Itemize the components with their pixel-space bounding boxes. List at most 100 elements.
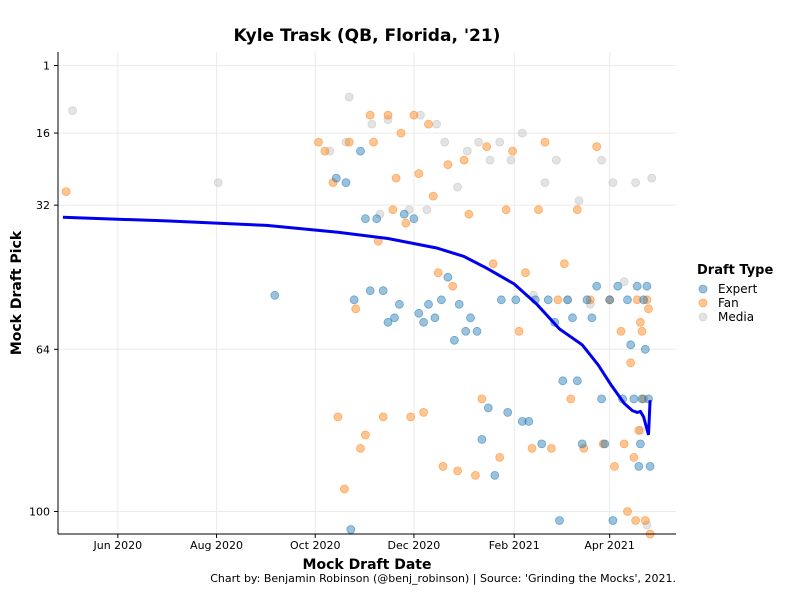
legend-swatch-expert: [698, 284, 708, 294]
point-fan: [629, 452, 639, 462]
point-expert: [419, 317, 429, 327]
point-media: [506, 155, 516, 165]
point-media: [631, 178, 640, 188]
point-fan: [508, 146, 517, 156]
point-fan: [464, 209, 474, 219]
point-expert: [365, 286, 375, 296]
point-fan: [369, 137, 378, 147]
point-fan: [632, 295, 642, 305]
point-expert: [587, 313, 597, 323]
point-expert: [634, 461, 644, 471]
point-fan: [391, 173, 401, 183]
y-tick-label: 32: [36, 199, 50, 212]
point-media: [608, 178, 618, 188]
point-expert: [555, 516, 564, 525]
point-fan: [610, 461, 619, 471]
point-media: [453, 182, 463, 192]
point-fan: [61, 187, 71, 197]
point-expert: [503, 407, 513, 417]
point-fan: [433, 268, 443, 278]
point-fan: [396, 128, 406, 138]
point-fan: [592, 142, 602, 152]
point-fan: [356, 443, 365, 453]
point-expert: [543, 295, 553, 305]
point-media: [529, 290, 538, 300]
point-media: [367, 119, 377, 129]
point-expert: [636, 439, 645, 449]
y-tick-label: 100: [29, 505, 50, 518]
point-expert: [356, 146, 365, 156]
point-fan: [438, 461, 448, 471]
point-media: [383, 115, 393, 124]
point-expert: [383, 317, 393, 327]
point-fan: [351, 304, 361, 314]
point-expert: [640, 344, 650, 354]
point-media: [495, 137, 505, 147]
point-media: [325, 146, 335, 156]
point-fan: [634, 425, 644, 435]
point-fan: [495, 452, 505, 462]
point-expert: [563, 295, 572, 305]
point-media: [647, 173, 657, 183]
point-expert: [349, 295, 359, 305]
point-fan: [540, 137, 550, 147]
point-media: [440, 137, 450, 147]
point-expert: [517, 416, 527, 426]
point-expert: [461, 326, 471, 336]
point-media: [517, 128, 527, 138]
point-fan: [328, 178, 338, 188]
point-expert: [490, 470, 500, 480]
point-expert: [466, 313, 475, 323]
point-expert: [443, 272, 453, 282]
point-expert: [613, 281, 623, 291]
point-expert: [430, 313, 440, 323]
series-points: [61, 92, 657, 539]
point-media: [213, 178, 223, 188]
point-expert: [341, 178, 351, 188]
point-fan: [428, 191, 438, 201]
point-fan: [534, 205, 543, 215]
point-expert: [623, 295, 632, 305]
point-media: [432, 119, 442, 129]
point-fan: [470, 470, 480, 480]
series-fan: [61, 110, 655, 539]
point-media: [341, 137, 351, 147]
x-tick-label: Oct 2020: [290, 539, 341, 552]
point-expert: [436, 295, 446, 305]
point-media: [375, 209, 385, 219]
point-fan: [448, 281, 458, 291]
x-tick-label: Aug 2020: [190, 539, 243, 552]
point-expert: [568, 313, 577, 323]
point-fan: [482, 142, 492, 152]
point-expert: [637, 394, 647, 404]
point-fan: [501, 205, 511, 215]
x-ticks: Jun 2020 Aug 2020 Oct 2020 Dec 2020 Feb 2021…: [93, 534, 635, 552]
point-expert: [472, 326, 482, 336]
point-fan: [553, 295, 563, 305]
point-expert: [477, 434, 487, 444]
point-fan: [333, 412, 343, 422]
point-expert: [577, 439, 587, 449]
point-expert: [424, 299, 433, 309]
point-media: [344, 92, 354, 102]
point-expert: [632, 281, 642, 291]
point-expert: [399, 209, 409, 219]
point-expert: [537, 439, 547, 449]
point-expert: [414, 308, 424, 318]
point-fan: [314, 137, 323, 147]
point-fan: [419, 407, 429, 417]
point-expert: [394, 299, 404, 309]
point-expert: [639, 295, 648, 305]
point-expert: [483, 403, 493, 413]
point-fan: [459, 155, 469, 165]
point-fan: [640, 516, 650, 525]
point-fan: [406, 412, 416, 422]
trend-line: [62, 215, 652, 436]
point-media: [415, 110, 425, 120]
point-expert: [626, 340, 636, 350]
point-expert: [454, 299, 464, 309]
point-expert: [496, 295, 506, 305]
point-expert: [372, 214, 382, 224]
